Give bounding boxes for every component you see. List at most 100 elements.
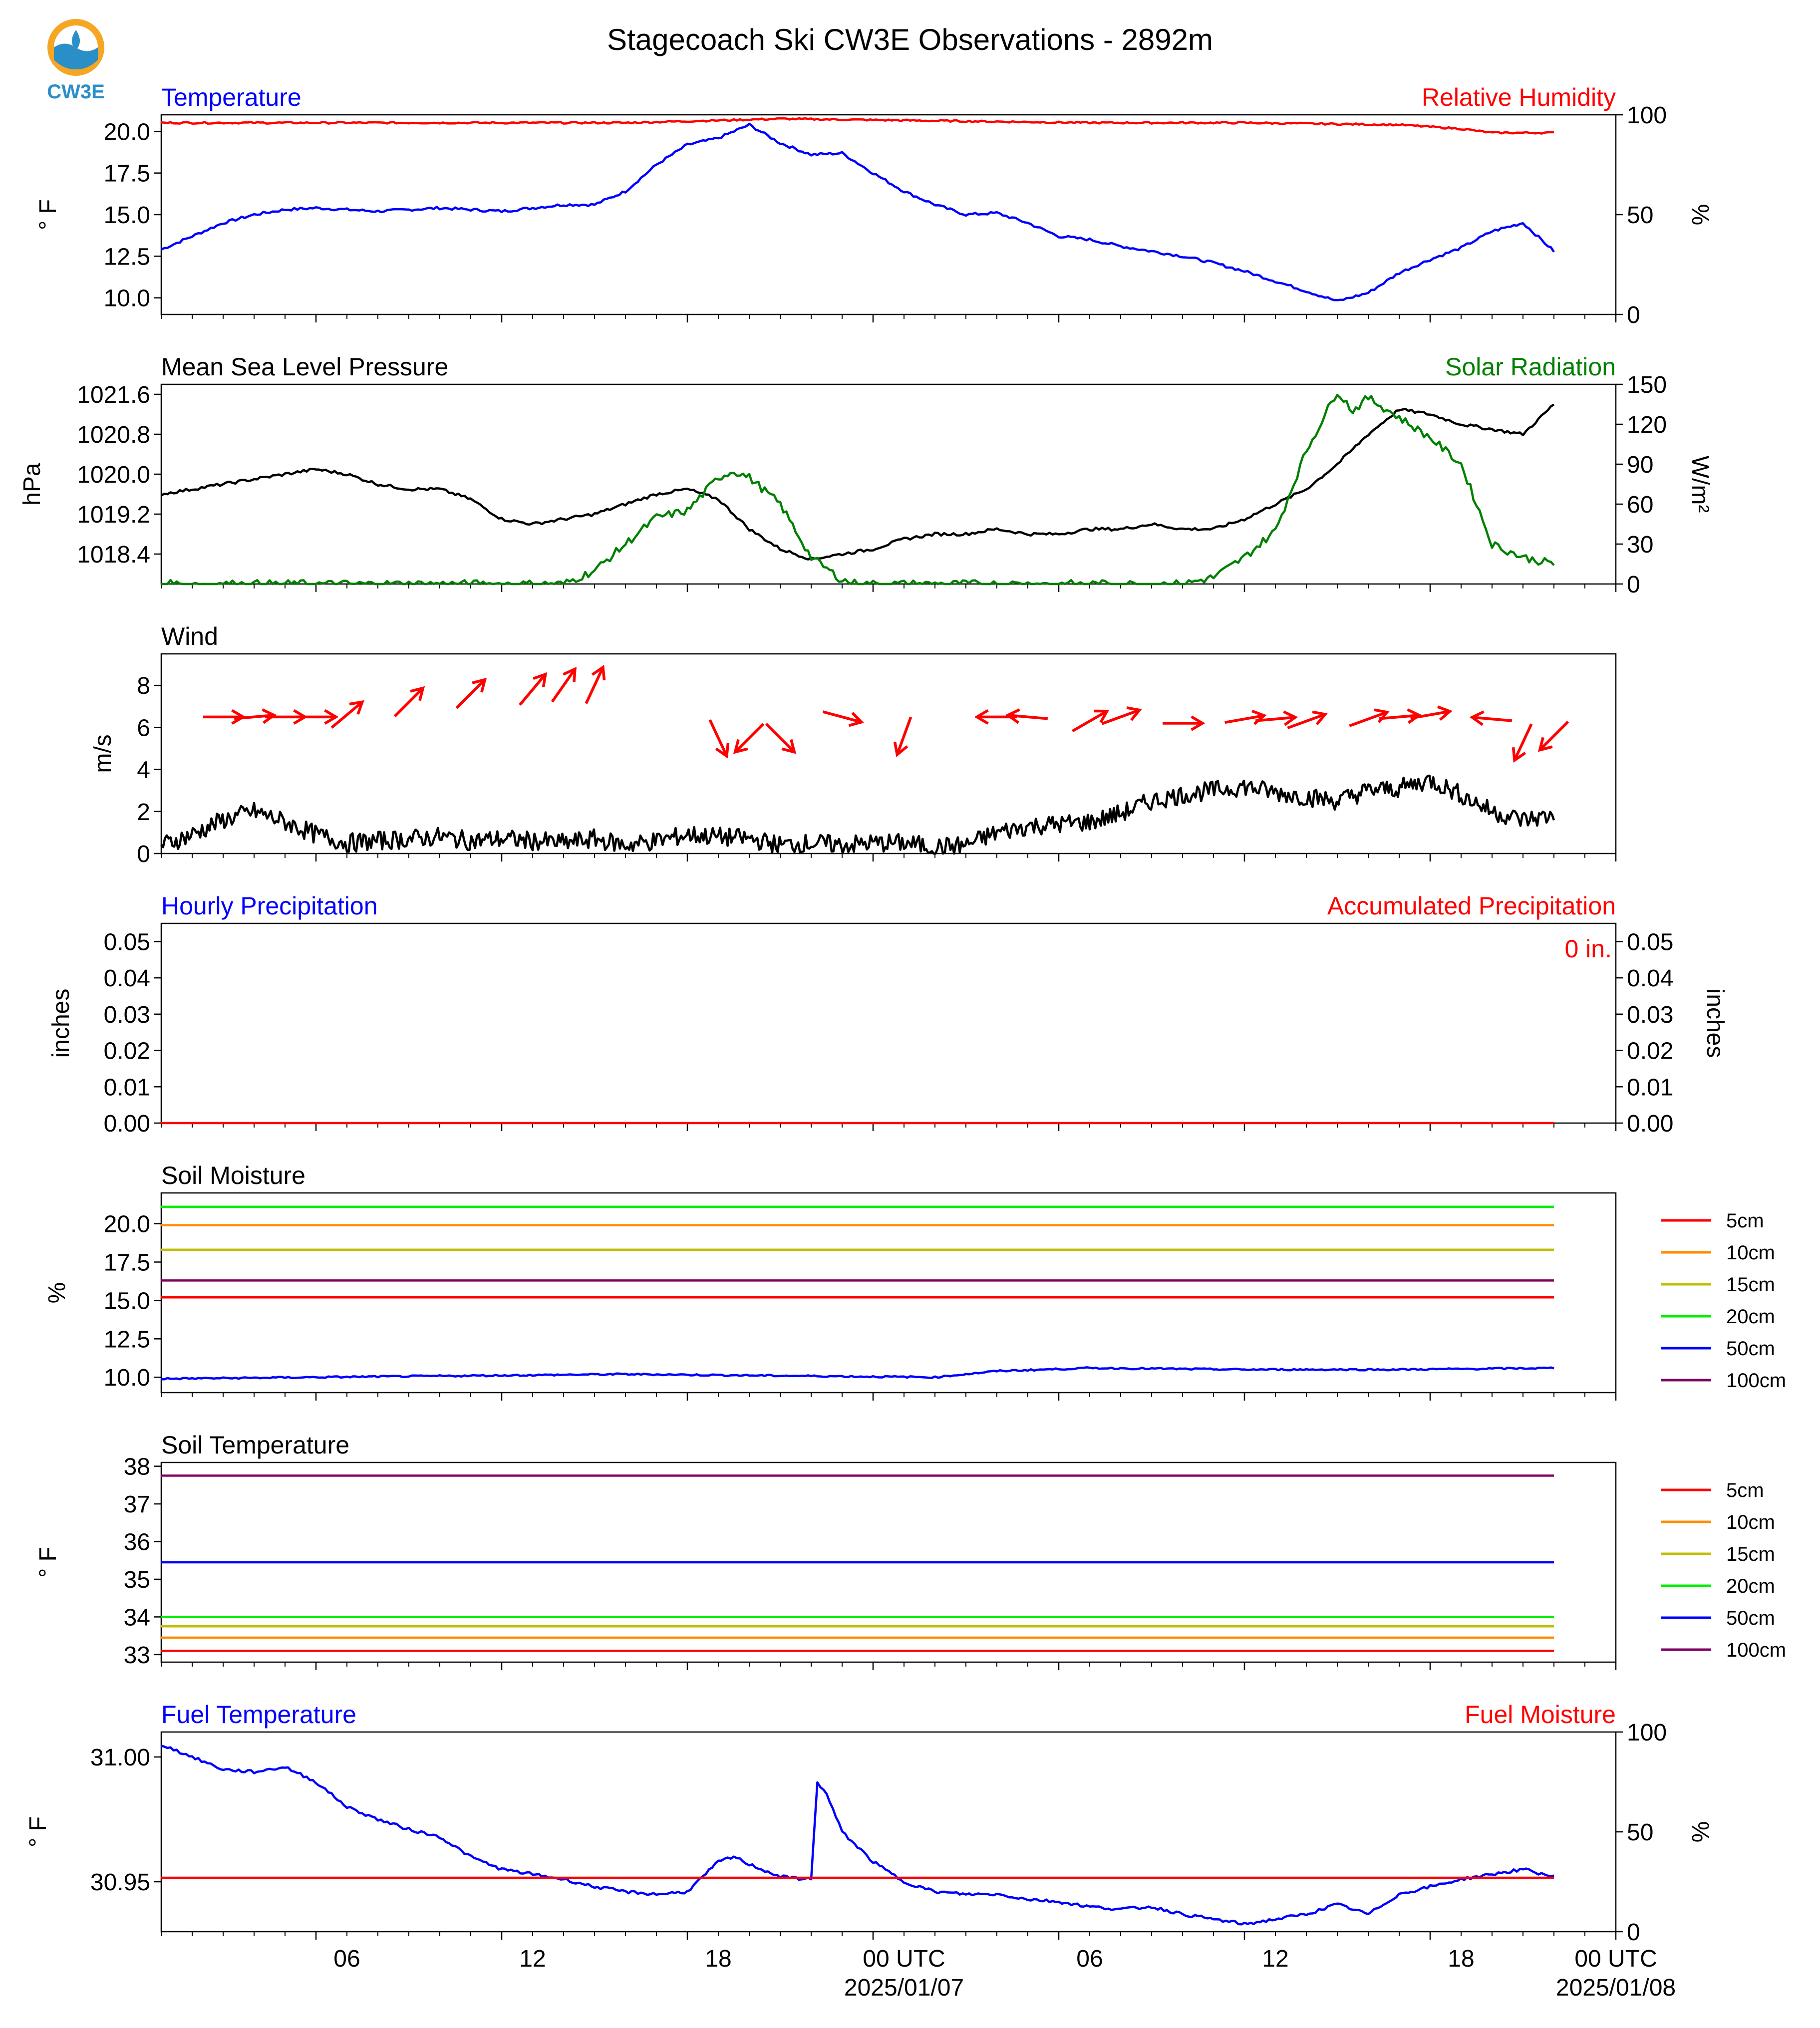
y-tick-label-left: 20.0: [104, 1211, 150, 1238]
wind-arrow: [1410, 705, 1453, 721]
panels: Temperature Relative Humidity 10.0 12.5 15.0…: [19, 83, 1786, 2001]
wind-arrow-shaft: [896, 716, 912, 755]
y-tick-label-left: 4: [137, 757, 150, 784]
x-tick-label: 12: [519, 1946, 546, 1972]
panel-6: Soil Temperature 33 34 35 36 37 38 ° F 5cm 10cm 15…: [35, 1431, 1786, 1670]
legend-label: 100cm: [1726, 1639, 1786, 1661]
wind-arrow-shaft: [1101, 709, 1140, 725]
wind-arrow-shaft: [551, 668, 577, 703]
legend-label: 20cm: [1726, 1306, 1775, 1328]
wind-arrow-shaft: [1379, 714, 1420, 720]
panel-7: Fuel Temperature Fuel Moisture 30.95 31.00 0…: [25, 1701, 1713, 1946]
y-tick-label-left: 1021.6: [77, 382, 150, 408]
wind-arrow-head: [1512, 747, 1526, 763]
y-axis-label-left: ° F: [35, 199, 61, 230]
wind-arrow-shaft: [1349, 711, 1388, 727]
y-tick-label-left: 17.5: [104, 161, 150, 187]
y-tick-label-left: 36: [124, 1529, 150, 1555]
x-date-label: 2025/01/07: [844, 1975, 964, 2001]
wind-arrow-shaft: [734, 723, 765, 753]
y-tick-label-right: 50: [1627, 202, 1653, 229]
y-tick-label-right: 90: [1627, 452, 1653, 478]
y-tick-label-right: 0.03: [1627, 1002, 1673, 1028]
y-tick-label-left: 0.02: [104, 1038, 150, 1065]
wind-arrow-shaft: [1513, 723, 1533, 761]
accumulated-precip-annotation: 0 in.: [1564, 935, 1612, 963]
y-tick-label-left: 20.0: [104, 119, 150, 145]
y-tick-label-left: 0.04: [104, 965, 150, 992]
series-line-fuel-temperature: [161, 1744, 1554, 1926]
logo-text: CW3E: [47, 81, 105, 103]
y-tick-label-right: 0: [1627, 302, 1640, 328]
wind-arrow: [1379, 708, 1422, 724]
panel-title-left: Wind: [161, 622, 218, 650]
panel-title-left: Fuel Temperature: [161, 1701, 356, 1729]
panel-3: Wind 0 2 4 6 8 m/s: [90, 622, 1617, 868]
wind-arrow-head: [1005, 708, 1020, 724]
panel-title-right: Relative Humidity: [1422, 83, 1616, 111]
wind-arrow-head: [1191, 715, 1206, 731]
wind-arrow-shaft: [1224, 714, 1264, 724]
y-tick-label-left: 38: [124, 1454, 150, 1480]
wind-arrow-head: [591, 665, 606, 681]
wind-arrow: [1005, 708, 1048, 724]
wind-arrow: [1255, 710, 1298, 726]
y-tick-label-right: 100: [1627, 1720, 1667, 1746]
y-tick-label-left: 37: [124, 1491, 150, 1518]
wind-arrow-head: [472, 677, 487, 693]
panel-title-left: Hourly Precipitation: [161, 892, 378, 920]
wind-arrow-shaft: [1255, 716, 1296, 722]
wind-arrow-shaft: [1287, 713, 1326, 730]
x-tick-label: 00 UTC: [1574, 1946, 1657, 1972]
wind-arrow-head: [1126, 706, 1142, 721]
wind-arrow-head: [563, 666, 577, 682]
y-axis-label-right: inches: [1702, 989, 1728, 1058]
panel-2: Mean Sea Level Pressure Solar Radiation 10…: [19, 353, 1713, 598]
panel-5: Soil Moisture 10.0 12.5 15.0 17.5 20.0% 5cm 10c…: [44, 1161, 1786, 1401]
wind-arrow-head: [893, 741, 909, 757]
figure-title: Stagecoach Ski CW3E Observations - 2892m: [607, 23, 1213, 56]
wind-arrow: [708, 719, 730, 759]
legend-label: 100cm: [1726, 1370, 1786, 1392]
y-axis-label-left: ° F: [35, 1547, 61, 1578]
panel-1: Temperature Relative Humidity 10.0 12.5 15.0…: [35, 83, 1713, 328]
wind-arrow: [1512, 723, 1533, 763]
x-tick-label: 06: [1076, 1946, 1103, 1972]
wind-arrow-head: [349, 700, 364, 715]
wind-arrow: [330, 700, 364, 729]
wind-arrow: [1101, 706, 1142, 725]
y-tick-label-left: 0.03: [104, 1002, 150, 1028]
wind-arrow-head: [733, 739, 748, 754]
wind-arrow-head: [410, 686, 425, 701]
wind-arrow-head: [1094, 709, 1110, 723]
y-tick-label-left: 2: [137, 799, 150, 826]
wind-arrow-head: [715, 743, 730, 759]
wind-arrow: [519, 672, 548, 706]
logo-drop-icon: [72, 30, 80, 50]
x-tick-label: 18: [1448, 1946, 1474, 1972]
y-axis-label-left: hPa: [19, 463, 45, 506]
y-tick-label-left: 10.0: [104, 1365, 150, 1391]
y-tick-label-left: 35: [124, 1567, 150, 1593]
logo-water-waves: [54, 43, 98, 70]
series-line-mean-sea-level-pressure: [160, 403, 1555, 561]
y-axis-label-left: inches: [48, 989, 74, 1058]
wind-arrow-shaft: [765, 723, 796, 753]
wind-arrow-shaft: [330, 701, 363, 729]
wind-arrow-head: [974, 709, 989, 725]
wind-arrow-head: [1312, 710, 1328, 725]
wind-arrow-shaft: [455, 678, 486, 709]
y-axis-label-right: %: [1687, 204, 1713, 226]
legend-label: 10cm: [1726, 1511, 1775, 1533]
y-axis-label-left: m/s: [90, 734, 116, 773]
wind-arrow: [296, 709, 339, 725]
wind-arrow: [733, 723, 765, 754]
y-tick-label-right: 150: [1627, 372, 1667, 398]
wind-arrow-head: [781, 739, 797, 754]
y-tick-label-left: 0.00: [104, 1111, 150, 1137]
y-tick-label-left: 0.01: [104, 1074, 150, 1101]
wind-arrow: [765, 723, 797, 754]
y-tick-label-left: 15.0: [104, 202, 150, 229]
wind-arrow-shaft: [1410, 710, 1450, 720]
